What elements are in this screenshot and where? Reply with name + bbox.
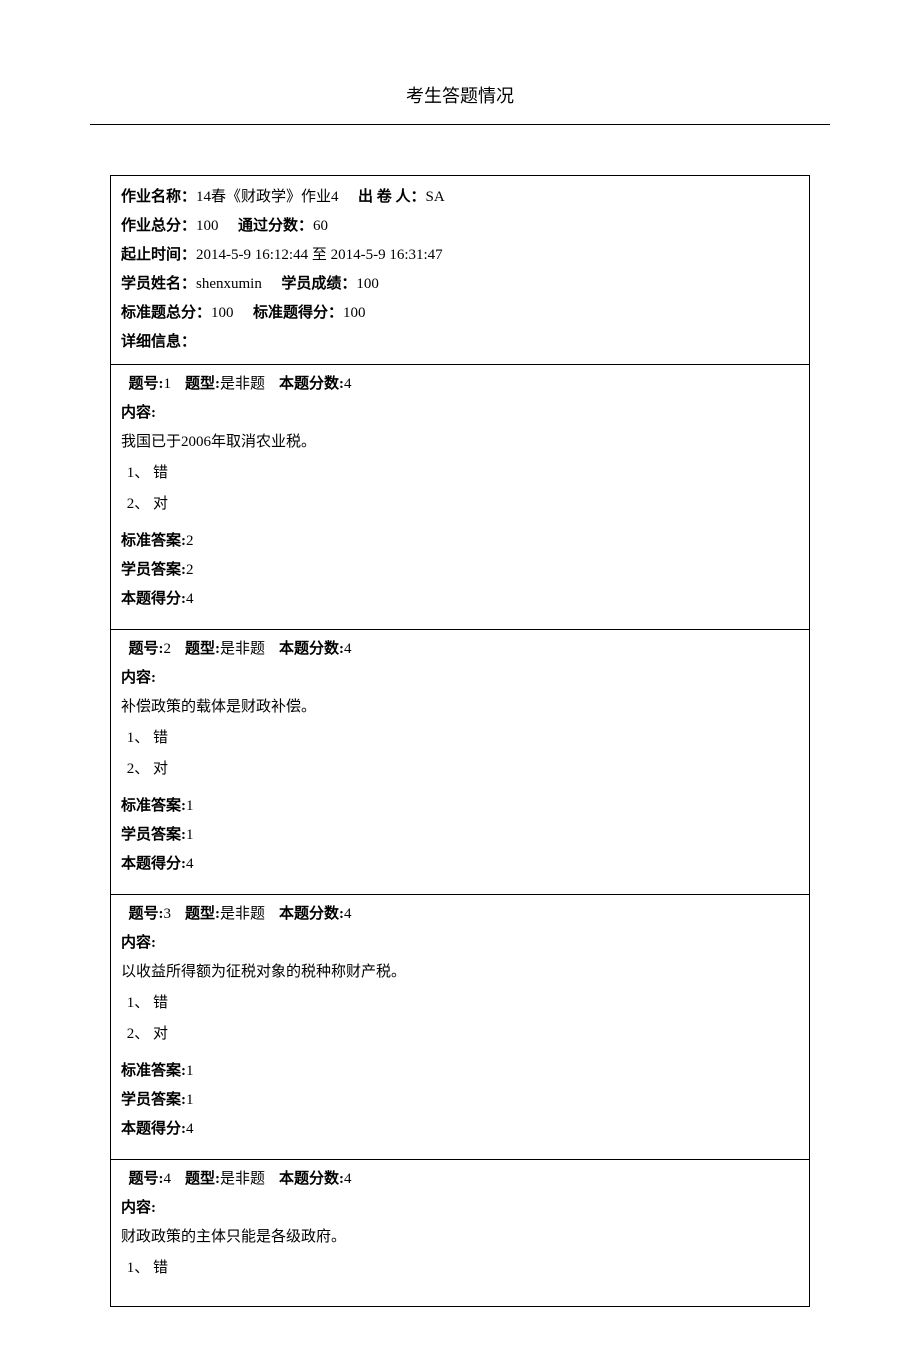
value-time-start: 2014-5-9 16:12:44	[196, 247, 308, 263]
value-std-answer: 2	[186, 533, 194, 549]
label-author: 出 卷 人：	[358, 189, 426, 205]
value-score: 4	[186, 591, 194, 607]
value-qpoints: 4	[344, 641, 352, 657]
option-2: 2、 对	[123, 756, 799, 783]
label-time-range: 起止时间：	[121, 247, 196, 263]
question-block: 题号:4题型:是非题本题分数:4内容:财政政策的主体只能是各级政府。 1、 错	[111, 1160, 809, 1306]
value-std-answer: 1	[186, 798, 194, 814]
questions-container: 题号:1题型:是非题本题分数:4内容:我国已于2006年取消农业税。 1、 错 …	[111, 365, 809, 1306]
question-block: 题号:3题型:是非题本题分数:4内容:以收益所得额为征税对象的税种称财产税。 1…	[111, 895, 809, 1160]
value-qtype: 是非题	[220, 376, 265, 392]
value-qnum: 3	[164, 906, 172, 922]
value-qnum: 4	[164, 1171, 172, 1187]
answer-sheet: 作业名称：14春《财政学》作业4 出 卷 人：SA 作业总分：100 通过分数：…	[110, 175, 810, 1307]
value-qpoints: 4	[344, 376, 352, 392]
options: 1、 错 2、 对	[123, 725, 799, 783]
value-content: 以收益所得额为征税对象的税种称财产税。	[121, 959, 799, 986]
option-2: 2、 对	[123, 1021, 799, 1048]
label-pass-score: 通过分数：	[238, 218, 313, 234]
value-student-answer: 1	[186, 1092, 194, 1108]
options: 1、 错 2、 对	[123, 460, 799, 518]
value-qnum: 1	[164, 376, 172, 392]
label-qpoints: 本题分数:	[279, 1171, 344, 1187]
label-qtype: 题型:	[185, 906, 220, 922]
label-qtype: 题型:	[185, 376, 220, 392]
option-2: 2、 对	[123, 491, 799, 518]
label-content: 内容:	[121, 665, 799, 692]
label-qnum: 题号:	[129, 641, 164, 657]
label-student-answer: 学员答案:	[121, 562, 186, 578]
value-assignment-name: 14春《财政学》作业4	[196, 189, 339, 205]
label-score: 本题得分:	[121, 591, 186, 607]
option-1: 1、 错	[123, 725, 799, 752]
value-qtype: 是非题	[220, 906, 265, 922]
options: 1、 错 2、 对	[123, 990, 799, 1048]
value-author: SA	[426, 189, 445, 205]
value-pass-score: 60	[313, 218, 328, 234]
value-content: 补偿政策的载体是财政补偿。	[121, 694, 799, 721]
option-1: 1、 错	[123, 990, 799, 1017]
value-qtype: 是非题	[220, 641, 265, 657]
label-content: 内容:	[121, 1195, 799, 1222]
value-time-end: 2014-5-9 16:31:47	[331, 247, 443, 263]
label-qnum: 题号:	[129, 906, 164, 922]
label-qtype: 题型:	[185, 641, 220, 657]
label-std-total: 标准题总分：	[121, 305, 211, 321]
question-block: 题号:2题型:是非题本题分数:4内容:补偿政策的载体是财政补偿。 1、 错 2、…	[111, 630, 809, 895]
options: 1、 错	[123, 1255, 799, 1282]
label-assignment-name: 作业名称：	[121, 189, 196, 205]
question-block: 题号:1题型:是非题本题分数:4内容:我国已于2006年取消农业税。 1、 错 …	[111, 365, 809, 630]
label-details: 详细信息：	[121, 334, 196, 350]
label-time-to: 至	[308, 247, 331, 263]
label-std-answer: 标准答案:	[121, 1063, 186, 1079]
label-qpoints: 本题分数:	[279, 376, 344, 392]
answer-lines: 标准答案:2学员答案:2本题得分:4	[121, 528, 799, 613]
answer-lines: 标准答案:1学员答案:1本题得分:4	[121, 793, 799, 878]
label-qpoints: 本题分数:	[279, 906, 344, 922]
label-content: 内容:	[121, 400, 799, 427]
label-score: 本题得分:	[121, 1121, 186, 1137]
answer-lines: 标准答案:1学员答案:1本题得分:4	[121, 1058, 799, 1143]
option-1: 1、 错	[123, 460, 799, 487]
label-std-answer: 标准答案:	[121, 533, 186, 549]
page-title: 考生答题情况	[90, 80, 830, 112]
label-qnum: 题号:	[129, 1171, 164, 1187]
option-1: 1、 错	[123, 1255, 799, 1282]
value-content: 财政政策的主体只能是各级政府。	[121, 1224, 799, 1251]
label-qnum: 题号:	[129, 376, 164, 392]
header-block: 作业名称：14春《财政学》作业4 出 卷 人：SA 作业总分：100 通过分数：…	[111, 176, 809, 365]
label-student-score: 学员成绩：	[281, 276, 356, 292]
value-student-name: shenxumin	[196, 276, 262, 292]
value-std-answer: 1	[186, 1063, 194, 1079]
label-std-answer: 标准答案:	[121, 798, 186, 814]
value-qpoints: 4	[344, 906, 352, 922]
label-qpoints: 本题分数:	[279, 641, 344, 657]
label-score: 本题得分:	[121, 856, 186, 872]
value-qnum: 2	[164, 641, 172, 657]
value-qtype: 是非题	[220, 1171, 265, 1187]
value-total-score: 100	[196, 218, 219, 234]
value-student-answer: 2	[186, 562, 194, 578]
value-score: 4	[186, 856, 194, 872]
label-student-name: 学员姓名：	[121, 276, 196, 292]
label-content: 内容:	[121, 930, 799, 957]
value-student-answer: 1	[186, 827, 194, 843]
value-qpoints: 4	[344, 1171, 352, 1187]
label-qtype: 题型:	[185, 1171, 220, 1187]
label-total-score: 作业总分：	[121, 218, 196, 234]
divider	[90, 124, 830, 125]
value-std-score: 100	[343, 305, 366, 321]
value-content: 我国已于2006年取消农业税。	[121, 429, 799, 456]
label-student-answer: 学员答案:	[121, 827, 186, 843]
value-student-score: 100	[356, 276, 379, 292]
label-student-answer: 学员答案:	[121, 1092, 186, 1108]
value-std-total: 100	[211, 305, 234, 321]
value-score: 4	[186, 1121, 194, 1137]
label-std-score: 标准题得分：	[253, 305, 343, 321]
